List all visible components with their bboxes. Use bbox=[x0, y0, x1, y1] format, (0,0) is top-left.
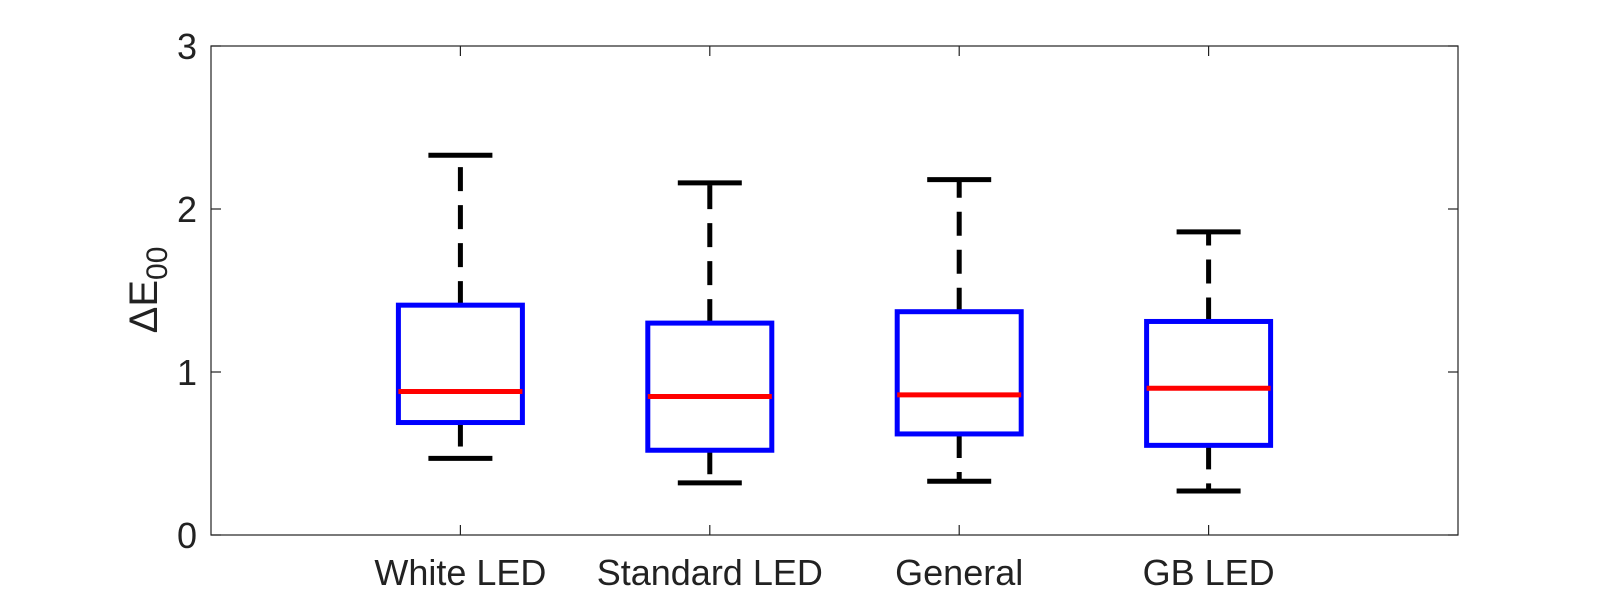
box-series bbox=[395, 152, 1274, 494]
x-tick-label: Standard LED bbox=[597, 552, 823, 593]
box-group bbox=[1144, 229, 1274, 494]
y-tick-label: 3 bbox=[177, 26, 197, 67]
x-tick-label: General bbox=[895, 552, 1023, 593]
y-tick-label: 2 bbox=[177, 189, 197, 230]
plot-area bbox=[210, 45, 1459, 536]
box-group bbox=[395, 152, 525, 461]
iqr-box bbox=[894, 309, 1024, 437]
box-group bbox=[645, 180, 775, 486]
iqr-box bbox=[395, 302, 525, 426]
x-axis: White LED Standard LED General GB LED bbox=[374, 46, 1275, 593]
box-group bbox=[894, 177, 1024, 484]
x-tick-label: White LED bbox=[374, 552, 546, 593]
iqr-box bbox=[645, 320, 775, 453]
x-tick-label: GB LED bbox=[1143, 552, 1275, 593]
iqr-box bbox=[1144, 318, 1274, 448]
y-tick-label: 0 bbox=[177, 515, 197, 556]
y-axis-label: ΔE00 bbox=[122, 247, 174, 334]
y-tick-label: 1 bbox=[177, 352, 197, 393]
y-axis-label-subscript: 00 bbox=[141, 247, 174, 280]
y-axis-label-main: ΔE bbox=[122, 280, 166, 333]
y-axis: 0 1 2 3 bbox=[177, 26, 1458, 556]
